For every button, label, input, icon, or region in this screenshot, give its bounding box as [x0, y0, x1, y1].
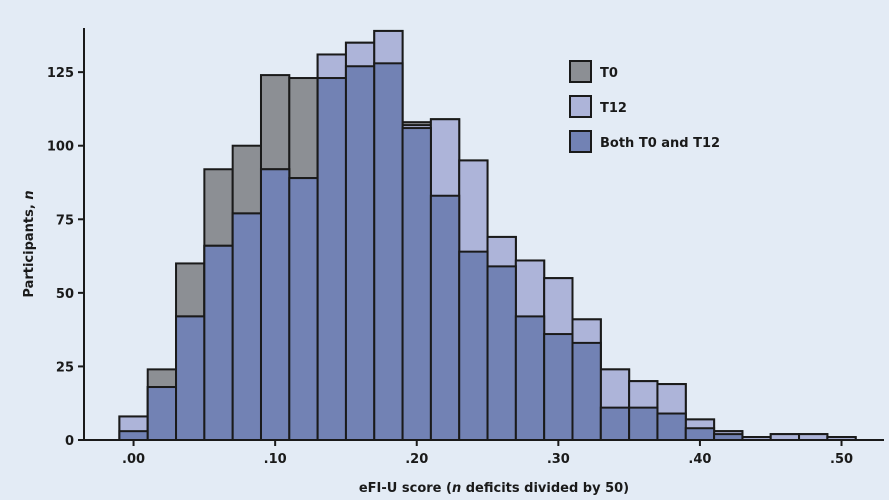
x-tick-label-2: .20 — [405, 452, 428, 467]
x-tick-label-3: .30 — [547, 452, 570, 467]
ticks-layer: 0 25 50 75 100 125 .00 .10 .20 .30 .40 .50 — [47, 66, 853, 467]
y-tick-label-5: 125 — [47, 66, 74, 81]
legend-label-t12: T12 — [600, 101, 627, 116]
bar-both-t0-and-t12-1 — [146, 386, 178, 441]
bar-both-t0-and-t12-3 — [203, 244, 234, 441]
legend-label-t0: T0 — [600, 66, 618, 81]
x-tick-label-5: .50 — [830, 452, 853, 467]
bar-both-t0-and-t12-15 — [543, 333, 574, 441]
bar-both-t0-and-t12-18 — [628, 406, 659, 441]
bar-both-t0-and-t12-4 — [231, 212, 262, 441]
bar-both-t0-and-t12-19 — [656, 412, 687, 441]
y-tick-label-2: 50 — [56, 287, 74, 302]
y-tick-label-1: 25 — [56, 360, 74, 375]
legend-swatch-t0 — [569, 60, 592, 83]
x-axis-title: eFI-U score (n deficits divided by 50) — [359, 481, 629, 496]
legend: T0 T12 Both T0 and T12 — [569, 60, 720, 153]
legend-swatch-t12 — [569, 95, 592, 118]
y-tick-label-3: 75 — [56, 213, 74, 228]
bar-both-t0-and-t12-17 — [599, 406, 631, 441]
x-tick-label-1: .10 — [264, 452, 287, 467]
bar-both-t0-and-t12-10 — [401, 127, 432, 442]
bars-layer — [118, 29, 857, 442]
bar-both-t0-and-t12-9 — [373, 62, 404, 441]
x-tick-label-0: .00 — [122, 452, 145, 467]
y-tick-label-4: 100 — [47, 140, 74, 155]
y-tick-label-0: 0 — [65, 434, 74, 449]
x-axis-title-part-1: n — [452, 481, 461, 496]
x-axis-title-part-2: deficits divided by 50) — [461, 481, 629, 496]
bar-both-t0-and-t12-16 — [571, 341, 602, 441]
legend-label-both-t0-and-t12: Both T0 and T12 — [600, 136, 720, 151]
bar-both-t0-and-t12-14 — [514, 315, 546, 441]
bar-both-t0-and-t12-8 — [344, 65, 376, 441]
x-axis-title-part-0: eFI-U score ( — [359, 481, 452, 496]
bar-both-t0-and-t12-12 — [458, 250, 489, 441]
bar-both-t0-and-t12-0 — [118, 430, 149, 441]
bar-both-t0-and-t12-11 — [429, 194, 461, 441]
legend-swatch-both-t0-and-t12 — [569, 130, 592, 153]
bar-both-t0-and-t12-20 — [684, 427, 716, 442]
bar-both-t0-and-t12-5 — [259, 168, 291, 441]
bar-both-t0-and-t12-13 — [486, 265, 517, 441]
x-tick-label-4: .40 — [688, 452, 711, 467]
bar-both-t0-and-t12-2 — [175, 315, 206, 441]
bar-both-t0-and-t12-7 — [316, 77, 347, 442]
y-axis-title: Participants, n — [22, 190, 37, 297]
y-axis-title-part-0: Participants, — [22, 200, 37, 298]
y-axis-title-part-1: n — [22, 190, 37, 199]
bar-both-t0-and-t12-6 — [288, 177, 319, 441]
